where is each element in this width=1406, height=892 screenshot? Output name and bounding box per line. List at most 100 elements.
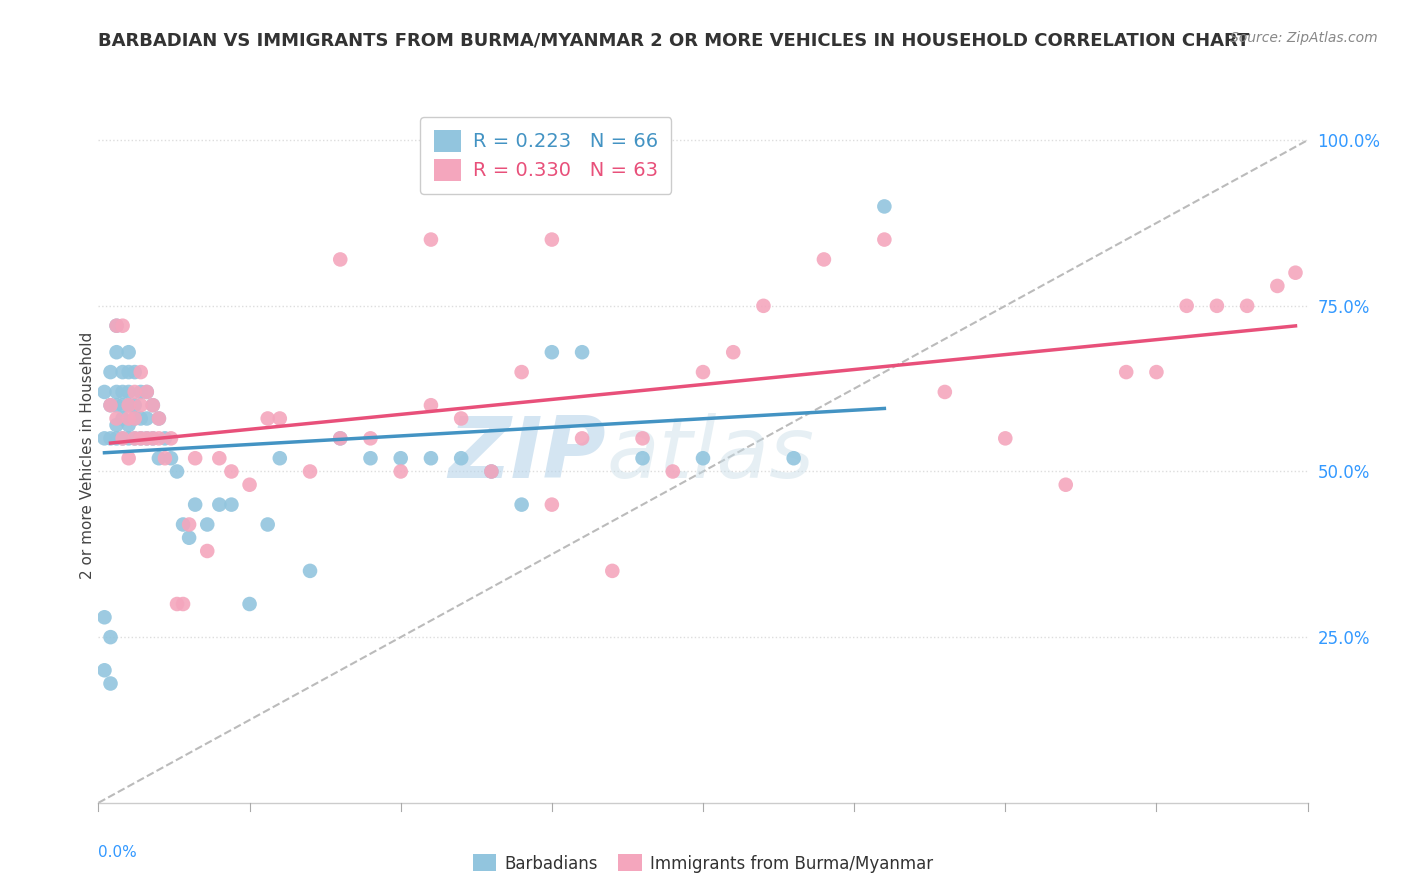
Point — [111, 365, 134, 379]
Point — [1236, 299, 1258, 313]
Point — [111, 431, 134, 445]
Point — [111, 411, 134, 425]
Point — [177, 531, 201, 545]
Point — [299, 465, 322, 479]
Point — [148, 451, 170, 466]
Point — [142, 431, 165, 445]
Point — [111, 384, 134, 399]
Point — [256, 411, 278, 425]
Point — [105, 345, 128, 359]
Point — [329, 252, 352, 267]
Point — [124, 431, 146, 445]
Point — [105, 431, 128, 445]
Point — [184, 498, 207, 512]
Legend: R = 0.223   N = 66, R = 0.330   N = 63: R = 0.223 N = 66, R = 0.330 N = 63 — [420, 117, 672, 194]
Point — [129, 431, 152, 445]
Point — [389, 451, 412, 466]
Point — [124, 431, 146, 445]
Point — [177, 517, 201, 532]
Point — [118, 398, 141, 412]
Point — [540, 498, 562, 512]
Point — [208, 498, 231, 512]
Point — [105, 318, 128, 333]
Point — [602, 564, 624, 578]
Point — [118, 451, 141, 466]
Point — [172, 597, 194, 611]
Point — [105, 398, 128, 412]
Point — [111, 318, 134, 333]
Point — [329, 431, 352, 445]
Point — [135, 431, 157, 445]
Text: 0.0%: 0.0% — [98, 845, 138, 860]
Point — [419, 233, 441, 247]
Point — [105, 318, 128, 333]
Point — [105, 384, 128, 399]
Point — [153, 451, 176, 466]
Point — [142, 398, 165, 412]
Point — [419, 451, 441, 466]
Point — [118, 411, 141, 425]
Point — [1054, 477, 1077, 491]
Text: Source: ZipAtlas.com: Source: ZipAtlas.com — [1230, 31, 1378, 45]
Point — [721, 345, 744, 359]
Point — [661, 465, 683, 479]
Point — [100, 431, 122, 445]
Point — [153, 431, 176, 445]
Point — [135, 384, 157, 399]
Point — [221, 465, 243, 479]
Point — [1206, 299, 1229, 313]
Point — [129, 365, 152, 379]
Point — [195, 544, 218, 558]
Point — [105, 418, 128, 433]
Point — [873, 199, 896, 213]
Point — [124, 411, 146, 425]
Point — [934, 384, 956, 399]
Point — [135, 431, 157, 445]
Point — [100, 676, 122, 690]
Point — [100, 398, 122, 412]
Point — [510, 498, 533, 512]
Point — [208, 451, 231, 466]
Point — [873, 233, 896, 247]
Point — [124, 365, 146, 379]
Point — [124, 384, 146, 399]
Point — [118, 398, 141, 412]
Point — [118, 431, 141, 445]
Text: BARBADIAN VS IMMIGRANTS FROM BURMA/MYANMAR 2 OR MORE VEHICLES IN HOUSEHOLD CORRE: BARBADIAN VS IMMIGRANTS FROM BURMA/MYANM… — [98, 31, 1250, 49]
Point — [195, 517, 218, 532]
Point — [105, 411, 128, 425]
Point — [752, 299, 775, 313]
Point — [481, 465, 503, 479]
Point — [142, 398, 165, 412]
Point — [142, 431, 165, 445]
Point — [239, 477, 262, 491]
Point — [571, 431, 593, 445]
Point — [129, 411, 152, 425]
Point — [450, 411, 472, 425]
Point — [256, 517, 278, 532]
Point — [166, 465, 188, 479]
Point — [148, 411, 170, 425]
Point — [93, 663, 115, 677]
Point — [221, 498, 243, 512]
Point — [129, 431, 152, 445]
Point — [269, 411, 291, 425]
Point — [129, 384, 152, 399]
Point — [782, 451, 804, 466]
Point — [93, 384, 115, 399]
Point — [360, 431, 382, 445]
Point — [994, 431, 1017, 445]
Text: ZIP: ZIP — [449, 413, 606, 497]
Point — [111, 398, 134, 412]
Point — [124, 411, 146, 425]
Point — [1115, 365, 1137, 379]
Point — [269, 451, 291, 466]
Text: atlas: atlas — [606, 413, 814, 497]
Point — [540, 233, 562, 247]
Point — [692, 365, 714, 379]
Point — [1284, 266, 1306, 280]
Point — [450, 451, 472, 466]
Legend: Barbadians, Immigrants from Burma/Myanmar: Barbadians, Immigrants from Burma/Myanma… — [467, 847, 939, 880]
Point — [813, 252, 835, 267]
Point — [93, 610, 115, 624]
